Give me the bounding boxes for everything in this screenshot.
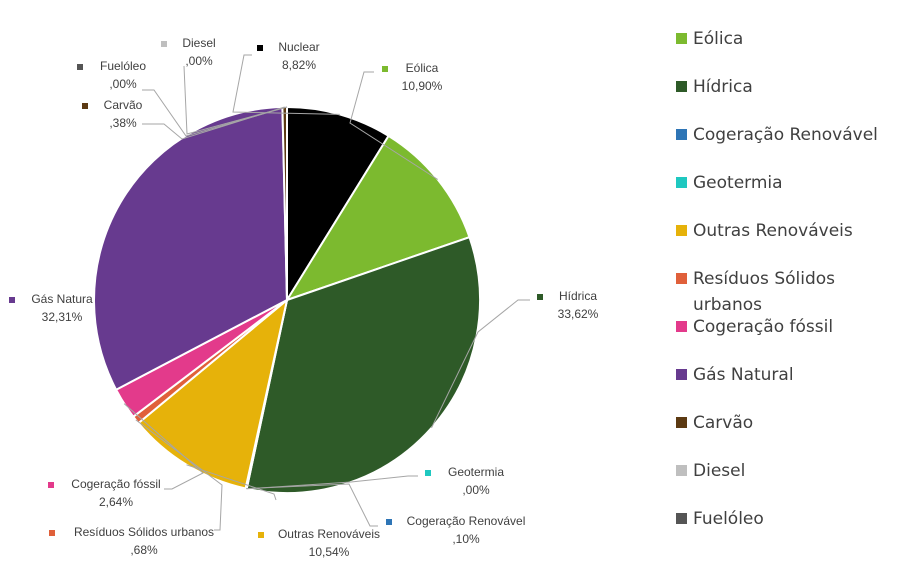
data-label-value-residuos-solidos-urbanos: ,68% xyxy=(130,543,158,557)
legend-label-line: Outras Renováveis xyxy=(693,221,853,241)
legend-label-line: Cogeração Renovável xyxy=(693,125,878,145)
data-label-value-geotermia: ,00% xyxy=(462,483,490,497)
legend-item-carvao: Carvão xyxy=(676,413,753,433)
leader-line-cogeracao-fossil xyxy=(123,403,204,490)
legend: Eólica Hídrica Cogeração Renovável Geotermi… xyxy=(676,29,878,529)
legend-swatch-outras-renovaveis xyxy=(676,225,687,236)
legend-item-geotermia: Geotermia xyxy=(676,173,783,193)
legend-label-outras-renovaveis: Outras Renováveis xyxy=(693,221,853,241)
data-labels: Nuclear 8,82% Eólica 10,90% Hídrica 33,62% Geo… xyxy=(9,36,599,559)
data-label-name-cogeracao-fossil: Cogeração fóssil xyxy=(71,477,160,491)
legend-item-residuos-solidos-urbanos: Resíduos Sólidos urbanos xyxy=(676,269,835,315)
legend-label-hidrica: Hídrica xyxy=(693,77,753,97)
legend-label-line: urbanos xyxy=(693,295,762,315)
data-label-key-hidrica xyxy=(537,294,543,300)
data-label-key-geotermia xyxy=(425,470,431,476)
data-label-value-diesel: ,00% xyxy=(185,54,213,68)
legend-item-cogeracao-renovavel: Cogeração Renovável xyxy=(676,125,878,145)
legend-label-line: Resíduos Sólidos xyxy=(693,269,835,289)
data-label-value-eolica: 10,90% xyxy=(402,79,443,93)
legend-swatch-diesel xyxy=(676,465,687,476)
leader-line-fueloleo xyxy=(142,89,288,137)
data-label-name-fueloleo: Fuelóleo xyxy=(100,59,146,73)
data-label-value-fueloleo: ,00% xyxy=(109,77,137,91)
leader-line-hidrica xyxy=(431,299,530,429)
data-label-key-cogeracao-fossil xyxy=(48,482,54,488)
data-label-key-cogeracao-renovavel xyxy=(386,519,392,525)
data-label-name-residuos-solidos-urbanos: Resíduos Sólidos urbanos xyxy=(74,525,214,539)
legend-item-fueloleo: Fuelóleo xyxy=(676,509,764,529)
data-label-name-carvao: Carvão xyxy=(104,98,143,112)
data-label-value-gas-natural: 32,31% xyxy=(42,310,83,324)
leader-line-nuclear xyxy=(232,54,340,115)
legend-swatch-eolica xyxy=(676,33,687,44)
legend-item-cogeracao-fossil: Cogeração fóssil xyxy=(676,317,833,337)
leader-line-carvao xyxy=(142,106,285,140)
data-label-key-residuos-solidos-urbanos xyxy=(49,530,55,536)
data-label-key-outras-renovaveis xyxy=(258,532,264,538)
pie-slices xyxy=(93,105,481,494)
leader-lines xyxy=(123,54,530,531)
legend-swatch-hidrica xyxy=(676,81,687,92)
data-label-name-cogeracao-renovavel: Cogeração Renovável xyxy=(407,514,526,528)
pie-slice-gas-natural xyxy=(93,106,289,392)
legend-item-hidrica: Hídrica xyxy=(676,77,753,97)
data-label-name-gas-natural: Gás Natura xyxy=(31,292,93,306)
data-label-name-eolica: Eólica xyxy=(406,61,439,75)
legend-label-residuos-solidos-urbanos: Resíduos Sólidos urbanos xyxy=(693,269,835,315)
data-label-value-hidrica: 33,62% xyxy=(558,307,599,321)
data-label-value-nuclear: 8,82% xyxy=(282,58,316,72)
data-label-value-outras-renovaveis: 10,54% xyxy=(309,545,350,559)
legend-label-geotermia: Geotermia xyxy=(693,173,783,193)
data-label-key-diesel xyxy=(161,41,167,47)
legend-item-diesel: Diesel xyxy=(676,461,745,481)
pie-slice-hidrica xyxy=(245,235,481,494)
legend-label-line: Diesel xyxy=(693,461,745,481)
data-label-name-nuclear: Nuclear xyxy=(278,40,319,54)
data-label-key-eolica xyxy=(382,66,388,72)
legend-swatch-gas-natural xyxy=(676,369,687,380)
legend-swatch-cogeracao-renovavel xyxy=(676,129,687,140)
legend-label-line: Hídrica xyxy=(693,77,753,97)
data-label-key-gas-natural xyxy=(9,297,15,303)
legend-swatch-cogeracao-fossil xyxy=(676,321,687,332)
legend-label-line: Carvão xyxy=(693,413,753,433)
data-label-name-hidrica: Hídrica xyxy=(559,289,597,303)
leader-line-eolica xyxy=(349,71,439,180)
legend-item-gas-natural: Gás Natural xyxy=(676,365,794,385)
legend-label-gas-natural: Gás Natural xyxy=(693,365,794,385)
legend-label-line: Geotermia xyxy=(693,173,783,193)
legend-swatch-residuos-solidos-urbanos xyxy=(676,273,687,284)
data-label-value-carvao: ,38% xyxy=(109,116,137,130)
leader-line-cogeracao-renovavel xyxy=(246,483,378,527)
data-label-name-geotermia: Geotermia xyxy=(448,465,504,479)
legend-item-outras-renovaveis: Outras Renováveis xyxy=(676,221,853,241)
legend-swatch-carvao xyxy=(676,417,687,428)
legend-label-fueloleo: Fuelóleo xyxy=(693,509,764,529)
legend-swatch-fueloleo xyxy=(676,513,687,524)
legend-swatch-geotermia xyxy=(676,177,687,188)
legend-label-line: Cogeração fóssil xyxy=(693,317,833,337)
legend-label-line: Eólica xyxy=(693,29,743,49)
leader-line-diesel xyxy=(183,65,288,135)
legend-label-cogeracao-renovavel: Cogeração Renovável xyxy=(693,125,878,145)
leader-line-geotermia xyxy=(246,475,418,490)
legend-label-carvao: Carvão xyxy=(693,413,753,433)
data-label-key-nuclear xyxy=(257,45,263,51)
data-label-name-diesel: Diesel xyxy=(182,36,215,50)
legend-label-line: Fuelóleo xyxy=(693,509,764,529)
legend-item-eolica: Eólica xyxy=(676,29,743,49)
legend-label-diesel: Diesel xyxy=(693,461,745,481)
data-label-name-outras-renovaveis: Outras Renováveis xyxy=(278,527,380,541)
leader-line-outras-renovaveis xyxy=(186,464,277,501)
legend-label-line: Gás Natural xyxy=(693,365,794,385)
legend-label-eolica: Eólica xyxy=(693,29,743,49)
legend-label-cogeracao-fossil: Cogeração fóssil xyxy=(693,317,833,337)
data-label-key-carvao xyxy=(82,103,88,109)
data-label-value-cogeracao-renovavel: ,10% xyxy=(452,532,480,546)
data-label-value-cogeracao-fossil: 2,64% xyxy=(99,495,133,509)
data-label-key-fueloleo xyxy=(77,64,83,70)
